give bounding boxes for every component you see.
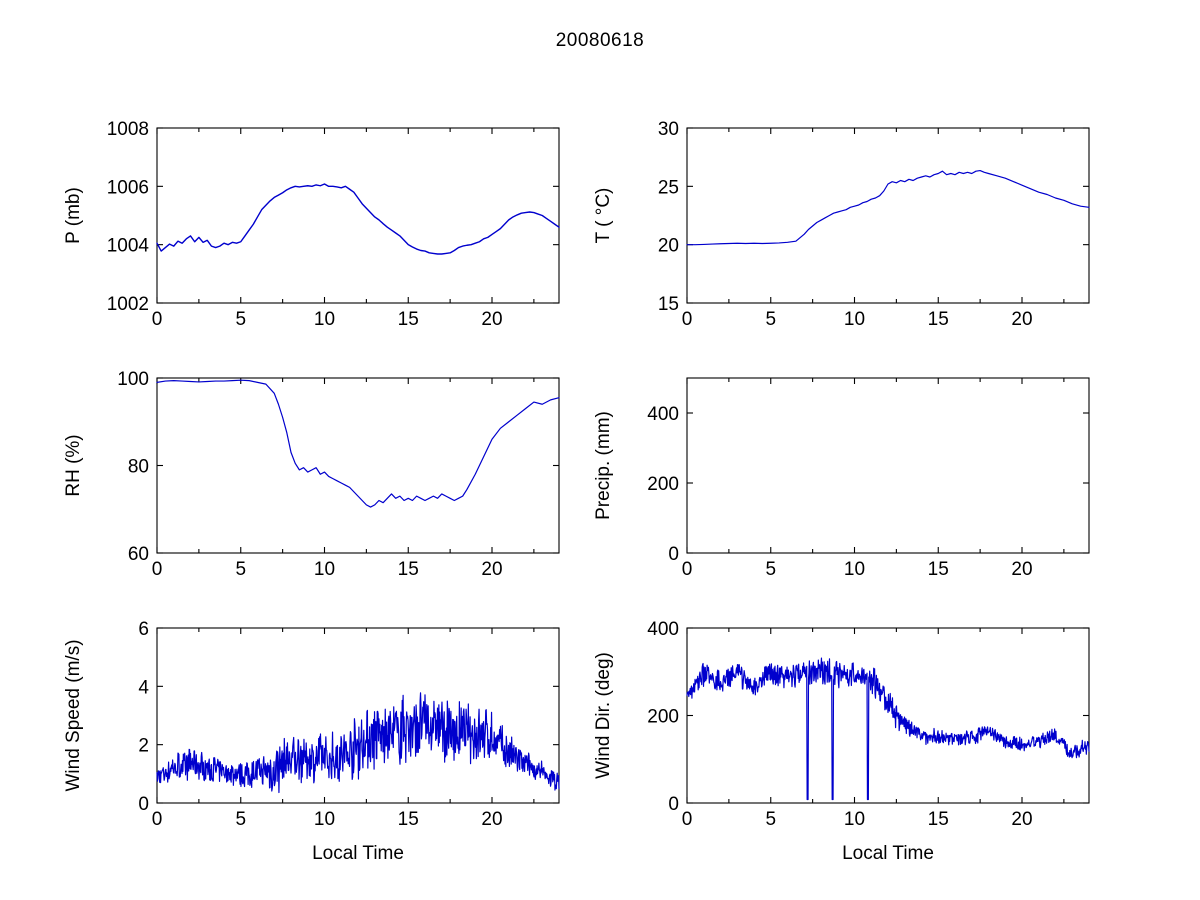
y-tick-label: 15 bbox=[658, 294, 679, 315]
x-tick-label: 10 bbox=[844, 809, 865, 830]
y-axis-label-precipitation: Precip. (mm) bbox=[593, 411, 614, 520]
x-tick-label: 10 bbox=[844, 559, 865, 580]
y-tick-label: 4 bbox=[138, 677, 149, 698]
x-tick-label: 15 bbox=[398, 559, 419, 580]
subplot-temperature: 0 5 10 15 20 15 20 25 30 T ( °C) bbox=[593, 119, 1090, 330]
y-tick-label: 30 bbox=[658, 119, 679, 140]
y-axis-label-pressure: P (mb) bbox=[63, 187, 84, 244]
data-line-wind-direction bbox=[686, 657, 1090, 801]
x-tick-label: 15 bbox=[928, 559, 949, 580]
y-tick-label: 1008 bbox=[107, 119, 149, 140]
y-tick-label: 0 bbox=[668, 794, 679, 815]
axes-frame-relative-humidity bbox=[156, 377, 560, 554]
x-tick-label: 10 bbox=[844, 309, 865, 330]
x-tick-label: 10 bbox=[314, 309, 335, 330]
x-tick-label: 0 bbox=[682, 559, 693, 580]
x-tick-label: 10 bbox=[314, 809, 335, 830]
y-tick-label: 200 bbox=[647, 474, 679, 495]
x-tick-label: 0 bbox=[682, 309, 693, 330]
y-tick-label: 0 bbox=[668, 544, 679, 565]
axes-frame-pressure bbox=[156, 127, 560, 304]
y-tick-label: 400 bbox=[647, 619, 679, 640]
x-tick-label: 20 bbox=[1011, 309, 1032, 330]
axes-frame-temperature bbox=[686, 127, 1090, 304]
axes-frame-wind-speed bbox=[156, 627, 560, 804]
x-tick-label: 15 bbox=[398, 809, 419, 830]
x-tick-label: 0 bbox=[152, 559, 163, 580]
subplot-pressure: 0 5 10 15 20 1002 1004 1006 1008 P (mb) bbox=[63, 119, 560, 330]
x-tick-label: 5 bbox=[765, 559, 776, 580]
y-tick-label: 1004 bbox=[107, 236, 150, 257]
figure-title: 20080618 bbox=[555, 30, 645, 51]
y-tick-label: 6 bbox=[138, 619, 149, 640]
data-line-pressure bbox=[156, 183, 560, 255]
x-axis-label-wind-speed: Local Time bbox=[312, 843, 404, 864]
data-line-relative-humidity bbox=[156, 379, 560, 508]
x-tick-label: 0 bbox=[682, 809, 693, 830]
x-tick-label: 20 bbox=[1011, 559, 1032, 580]
x-axis-label-wind-direction: Local Time bbox=[842, 843, 934, 864]
x-tick-label: 5 bbox=[235, 559, 246, 580]
y-tick-label: 60 bbox=[128, 544, 149, 565]
y-tick-label: 200 bbox=[647, 707, 679, 728]
data-line-temperature bbox=[686, 169, 1090, 246]
x-tick-label: 5 bbox=[235, 309, 246, 330]
x-tick-label: 15 bbox=[928, 809, 949, 830]
data-line-wind-speed bbox=[156, 692, 560, 794]
x-tick-label: 0 bbox=[152, 809, 163, 830]
y-tick-label: 0 bbox=[138, 794, 149, 815]
x-tick-label: 15 bbox=[398, 309, 419, 330]
y-axis-label-wind-speed: Wind Speed (m/s) bbox=[63, 639, 84, 791]
y-tick-label: 400 bbox=[647, 404, 679, 425]
x-tick-label: 5 bbox=[235, 809, 246, 830]
x-tick-label: 5 bbox=[765, 809, 776, 830]
x-tick-label: 10 bbox=[314, 559, 335, 580]
x-tick-label: 20 bbox=[481, 309, 502, 330]
subplot-relative-humidity: 0 5 10 15 20 60 80 100 RH (%) bbox=[63, 369, 560, 580]
y-tick-label: 100 bbox=[117, 369, 149, 390]
y-tick-label: 80 bbox=[128, 457, 149, 478]
y-tick-label: 1002 bbox=[107, 294, 149, 315]
y-tick-label: 20 bbox=[658, 236, 679, 257]
x-tick-label: 20 bbox=[1011, 809, 1032, 830]
x-tick-label: 5 bbox=[765, 309, 776, 330]
x-tick-label: 20 bbox=[481, 559, 502, 580]
y-axis-label-wind-direction: Wind Dir. (deg) bbox=[593, 652, 614, 779]
x-tick-label: 15 bbox=[928, 309, 949, 330]
subplot-wind-speed: 0 5 10 15 20 0 2 4 6 Wind Speed (m/s) Local Time bbox=[63, 619, 560, 864]
axes-frame-wind-direction bbox=[686, 627, 1090, 804]
x-tick-label: 0 bbox=[152, 309, 163, 330]
y-axis-label-relative-humidity: RH (%) bbox=[63, 434, 84, 496]
y-tick-label: 2 bbox=[138, 736, 149, 757]
y-axis-label-temperature: T ( °C) bbox=[593, 188, 614, 244]
x-tick-label: 20 bbox=[481, 809, 502, 830]
y-tick-label: 1006 bbox=[107, 177, 149, 198]
y-tick-label: 25 bbox=[658, 177, 679, 198]
axes-frame-precipitation bbox=[686, 377, 1090, 554]
